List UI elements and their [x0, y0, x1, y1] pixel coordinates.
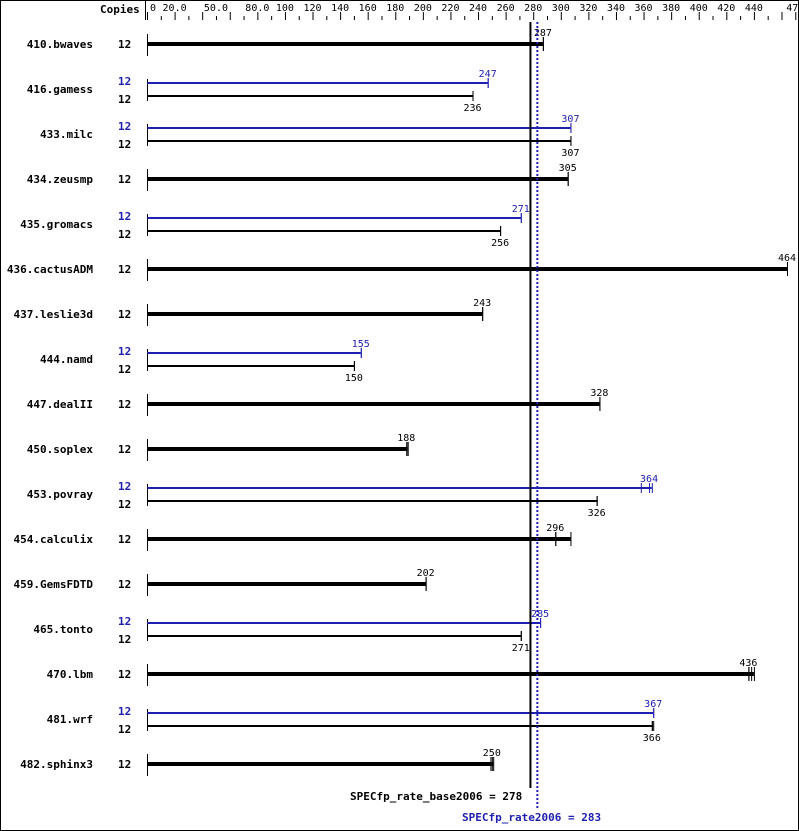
- axis-tick-label: 420: [717, 3, 735, 14]
- axis-tick-label: 240: [469, 3, 487, 14]
- benchmark-label: 433.milc: [40, 128, 93, 141]
- axis-tick-label: 300: [552, 3, 570, 14]
- base-value-label: 326: [588, 508, 606, 519]
- base-value-label: 202: [417, 568, 435, 579]
- base-copies: 12: [118, 633, 131, 646]
- benchmark-label: 434.zeusmp: [27, 173, 94, 186]
- axis-tick-label: 200: [414, 3, 432, 14]
- axis-tick-label: 400: [690, 3, 708, 14]
- benchmark-label: 465.tonto: [33, 623, 93, 636]
- base-value-label: 150: [345, 373, 363, 384]
- base-copies: 12: [118, 758, 131, 771]
- base-value-label: 328: [590, 388, 608, 399]
- base-copies: 12: [118, 173, 131, 186]
- axis-tick-label: 20.0: [163, 3, 187, 14]
- peak-summary-label: SPECfp_rate2006 = 283: [462, 811, 601, 824]
- base-copies: 12: [118, 443, 131, 456]
- peak-copies: 12: [118, 75, 131, 88]
- benchmark-label: 470.lbm: [47, 668, 94, 681]
- axis-tick-label: 440: [745, 3, 763, 14]
- axis-tick-label: 180: [386, 3, 404, 14]
- base-copies: 12: [118, 533, 131, 546]
- benchmark-label: 450.soplex: [27, 443, 94, 456]
- axis-tick-label: 340: [607, 3, 625, 14]
- benchmark-label: 435.gromacs: [20, 218, 93, 231]
- base-value-label: 243: [473, 298, 491, 309]
- benchmark-label: 454.calculix: [14, 533, 94, 546]
- peak-copies: 12: [118, 705, 131, 718]
- base-copies: 12: [118, 93, 131, 106]
- axis-tick-label: 320: [579, 3, 597, 14]
- peak-value-label: 364: [640, 474, 658, 485]
- benchmark-label: 447.dealII: [27, 398, 93, 411]
- base-value-label: 307: [561, 148, 579, 159]
- base-value-label: 436: [739, 658, 757, 669]
- base-copies: 12: [118, 578, 131, 591]
- base-value-label: 305: [559, 163, 577, 174]
- peak-copies: 12: [118, 480, 131, 493]
- peak-value-label: 155: [352, 339, 370, 350]
- benchmark-label: 410.bwaves: [27, 38, 93, 51]
- axis-tick-label: 360: [635, 3, 653, 14]
- base-copies: 12: [118, 263, 131, 276]
- axis-tick-label: 140: [331, 3, 349, 14]
- base-copies: 12: [118, 723, 131, 736]
- base-copies: 12: [118, 138, 131, 151]
- base-value-label: 256: [491, 238, 509, 249]
- benchmark-label: 459.GemsFDTD: [14, 578, 94, 591]
- axis-tick-label: 260: [497, 3, 515, 14]
- axis-tick-label: 80.0: [245, 3, 269, 14]
- axis-tick-label: 0: [150, 3, 156, 14]
- benchmark-label: 481.wrf: [47, 713, 93, 726]
- base-value-label: 250: [483, 748, 501, 759]
- base-copies: 12: [118, 398, 131, 411]
- axis-tick-label: 100: [276, 3, 294, 14]
- base-value-label: 296: [546, 523, 564, 534]
- peak-value-label: 271: [512, 204, 530, 215]
- axis-tick-label: 470: [786, 3, 799, 14]
- base-copies: 12: [118, 38, 131, 51]
- base-summary-label: SPECfp_rate_base2006 = 278: [350, 790, 522, 803]
- base-copies: 12: [118, 228, 131, 241]
- peak-value-label: 367: [644, 699, 662, 710]
- peak-copies: 12: [118, 615, 131, 628]
- benchmark-label: 482.sphinx3: [20, 758, 93, 771]
- peak-copies: 12: [118, 345, 131, 358]
- benchmark-label: 444.namd: [40, 353, 93, 366]
- base-value-label: 271: [512, 643, 530, 654]
- axis-tick-label: 160: [359, 3, 377, 14]
- peak-copies: 12: [118, 210, 131, 223]
- base-value-label: 188: [397, 433, 415, 444]
- benchmark-label: 416.gamess: [27, 83, 93, 96]
- peak-value-label: 285: [531, 609, 549, 620]
- benchmark-label: 437.leslie3d: [14, 308, 93, 321]
- copies-header: Copies: [100, 3, 140, 16]
- base-copies: 12: [118, 363, 131, 376]
- benchmark-label: 453.povray: [27, 488, 94, 501]
- base-copies: 12: [118, 498, 131, 511]
- base-value-label: 287: [534, 28, 552, 39]
- axis-tick-label: 380: [662, 3, 680, 14]
- benchmark-label: 436.cactusADM: [7, 263, 93, 276]
- axis-tick-label: 120: [303, 3, 321, 14]
- base-copies: 12: [118, 668, 131, 681]
- axis-tick-label: 280: [524, 3, 542, 14]
- base-value-label: 366: [643, 733, 661, 744]
- peak-value-label: 247: [479, 69, 497, 80]
- axis-tick-label: 220: [441, 3, 459, 14]
- axis-tick-label: 50.0: [204, 3, 228, 14]
- peak-copies: 12: [118, 120, 131, 133]
- base-copies: 12: [118, 308, 131, 321]
- base-value-label: 464: [778, 253, 796, 264]
- peak-value-label: 307: [561, 114, 579, 125]
- base-value-label: 236: [463, 103, 481, 114]
